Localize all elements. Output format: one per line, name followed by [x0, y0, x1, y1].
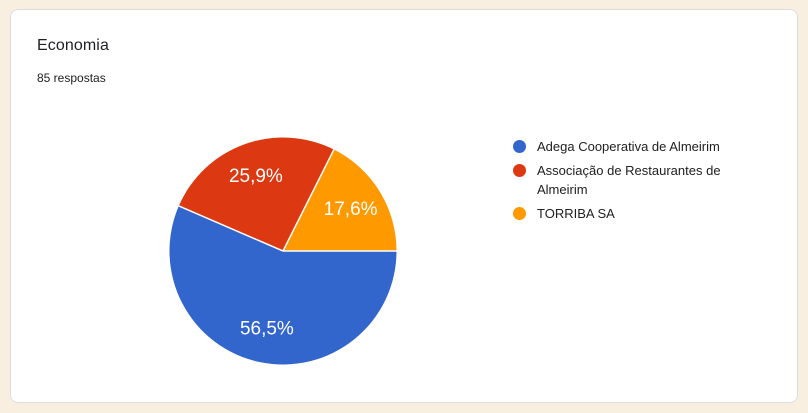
- slice-separator: [178, 205, 284, 252]
- pie-slice-percent-label: 56,5%: [240, 318, 294, 339]
- legend-item: Adega Cooperativa de Almeirim: [513, 137, 723, 156]
- pie-chart: 56,5% 25,9% 17,6%: [169, 137, 397, 365]
- response-count: 85 respostas: [37, 71, 106, 85]
- legend-label: Associação de Restaurantes de Almeirim: [537, 163, 721, 197]
- legend-item: Associação de Restaurantes de Almeirim: [513, 161, 723, 199]
- legend-color-dot-icon: [513, 207, 526, 220]
- summary-card: Economia 85 respostas 56,5% 25,9% 17,6% Ad…: [10, 9, 798, 403]
- pie-slice-percent-label: 17,6%: [324, 199, 378, 220]
- legend-color-dot-icon: [513, 140, 526, 153]
- legend-label: Adega Cooperativa de Almeirim: [537, 139, 720, 154]
- question-title: Economia: [37, 37, 109, 54]
- legend-item: TORRIBA SA: [513, 204, 723, 223]
- slice-separator: [282, 149, 335, 252]
- pie-slice-percent-label: 25,9%: [229, 166, 283, 187]
- pie-slice[interactable]: [169, 205, 397, 365]
- pie-slice[interactable]: [283, 149, 397, 251]
- legend-label: TORRIBA SA: [537, 206, 615, 221]
- chart-legend: Adega Cooperativa de Almeirim Associação …: [513, 137, 723, 228]
- legend-color-dot-icon: [513, 164, 526, 177]
